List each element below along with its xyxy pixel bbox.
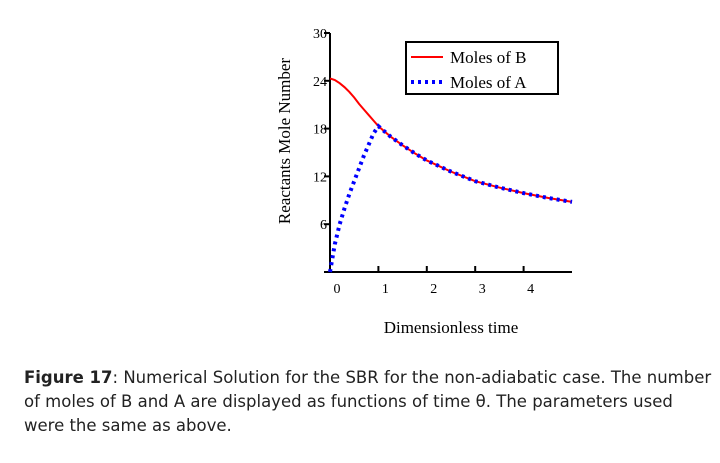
legend-label: Moles of A (450, 73, 527, 92)
caption-label: Figure 17 (24, 368, 113, 387)
y-axis-label: Reactants Mole Number (275, 58, 294, 225)
y-tick-label: 30 (313, 27, 327, 42)
y-tick-label: 6 (320, 218, 327, 233)
y-tick-label: 24 (313, 75, 327, 90)
x-tick-label: 0 (334, 282, 341, 297)
x-axis-label: Dimensionless time (384, 318, 519, 337)
figure-caption: Figure 17: Numerical Solution for the SB… (24, 366, 714, 438)
legend-label: Moles of B (450, 48, 527, 67)
series-line-moles-b (329, 77, 573, 203)
x-tick-label: 3 (479, 282, 486, 297)
y-tick-label: 12 (313, 170, 327, 185)
legend-box (405, 41, 559, 95)
x-tick-label: 2 (430, 282, 437, 297)
x-tick-label: 1 (382, 282, 389, 297)
caption-text: : Numerical Solution for the SBR for the… (24, 368, 712, 435)
x-tick-label: 4 (527, 282, 534, 297)
series-line-moles-a (328, 123, 573, 273)
y-tick-label: 18 (313, 123, 327, 138)
